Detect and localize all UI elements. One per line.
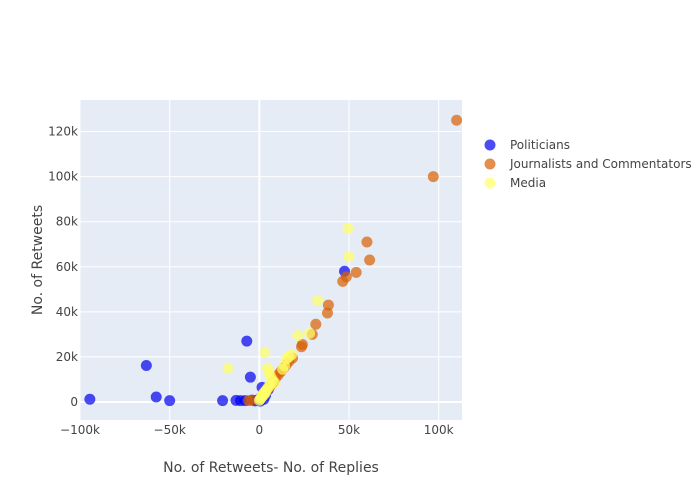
x-tick-label: −100k <box>60 423 100 437</box>
data-point <box>312 295 324 307</box>
data-point <box>343 251 355 263</box>
legend-marker <box>484 139 496 151</box>
data-point <box>140 359 152 371</box>
legend-marker <box>484 158 496 170</box>
data-point <box>244 371 256 383</box>
data-point <box>277 363 289 375</box>
x-axis-title: No. of Retweets- No. of Replies <box>163 460 379 476</box>
y-tick-label: 40k <box>56 305 78 319</box>
data-point <box>84 393 96 405</box>
data-point <box>260 387 272 399</box>
y-tick-label: 0 <box>70 395 78 409</box>
legend-label: Politicians <box>510 138 570 152</box>
data-point <box>259 346 271 358</box>
data-point <box>292 329 304 341</box>
legend: Politicians Journalists and Commentators M… <box>484 138 692 190</box>
y-tick-label: 80k <box>56 215 78 229</box>
data-point <box>364 254 376 266</box>
data-point <box>164 395 176 407</box>
x-tick-label: 100k <box>424 423 454 437</box>
y-axis-title: No. of Retweets <box>30 205 46 315</box>
data-point <box>310 318 322 330</box>
y-tick-label: 60k <box>56 260 78 274</box>
y-tick-label: 120k <box>48 125 78 139</box>
x-tick-labels: −100k −50k 0 50k 100k <box>60 423 454 437</box>
x-tick-label: −50k <box>154 423 186 437</box>
grid-lines <box>79 100 462 420</box>
data-point <box>150 391 162 403</box>
data-point <box>241 335 253 347</box>
y-tick-label: 100k <box>48 170 78 184</box>
legend-marker <box>484 177 496 189</box>
y-tick-label: 20k <box>56 350 78 364</box>
data-point <box>304 327 316 339</box>
data-point <box>321 307 333 319</box>
data-point <box>342 222 354 234</box>
data-point <box>427 171 439 183</box>
data-points <box>84 114 463 407</box>
y-tick-labels: 0 20k 40k 60k 80k 100k 120k <box>48 125 78 409</box>
data-point <box>350 266 362 278</box>
data-point <box>222 362 234 374</box>
x-tick-label: 50k <box>338 423 360 437</box>
data-point <box>337 275 349 287</box>
x-tick-label: 0 <box>256 423 264 437</box>
legend-label: Media <box>510 176 546 190</box>
data-point <box>217 395 229 407</box>
data-point <box>295 341 307 353</box>
legend-label: Journalists and Commentators <box>509 157 692 171</box>
data-point <box>451 114 463 126</box>
data-point <box>361 236 373 248</box>
